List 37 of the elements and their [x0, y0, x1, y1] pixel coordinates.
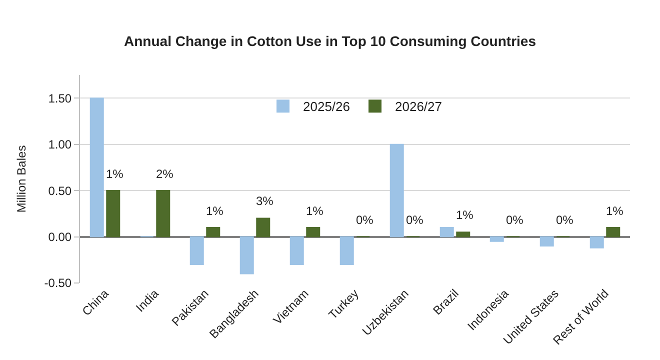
bar	[206, 227, 220, 238]
bar	[456, 232, 470, 238]
annotation: 0%	[556, 213, 574, 227]
bar	[390, 144, 404, 238]
bar	[90, 98, 104, 238]
y-tick-label: 0.50	[48, 184, 72, 198]
chart-title: Annual Change in Cotton Use in Top 10 Consuming Countries	[124, 32, 536, 49]
bar	[106, 190, 120, 238]
annotation: 1%	[206, 204, 224, 218]
y-tick-label: 0.00	[48, 230, 72, 244]
annotation: 0%	[356, 213, 374, 227]
bar	[256, 218, 270, 238]
annotation: 0%	[506, 213, 524, 227]
bar	[540, 236, 554, 247]
bar	[606, 227, 620, 238]
bar	[290, 236, 304, 266]
annotation: 1%	[606, 204, 624, 218]
bar	[490, 236, 504, 242]
annotation: 2%	[156, 167, 174, 181]
y-axis-title: Million Bales	[14, 145, 29, 213]
annotation: 1%	[456, 208, 474, 222]
annotation: 1%	[106, 167, 124, 181]
bar	[306, 227, 320, 238]
legend-label: 2025/26	[303, 99, 350, 114]
y-tick-label: -0.50	[44, 276, 72, 290]
bar	[340, 236, 354, 266]
y-tick-label: 1.00	[48, 138, 72, 152]
annotation: 3%	[256, 194, 274, 208]
annotation: 1%	[306, 204, 324, 218]
bar	[590, 236, 604, 248]
bar	[440, 227, 454, 238]
bar	[190, 236, 204, 266]
bar	[240, 236, 254, 274]
legend-label: 2026/27	[395, 99, 442, 114]
y-tick-label: 1.50	[48, 91, 72, 106]
annotation: 0%	[406, 213, 424, 227]
bar	[156, 190, 170, 238]
